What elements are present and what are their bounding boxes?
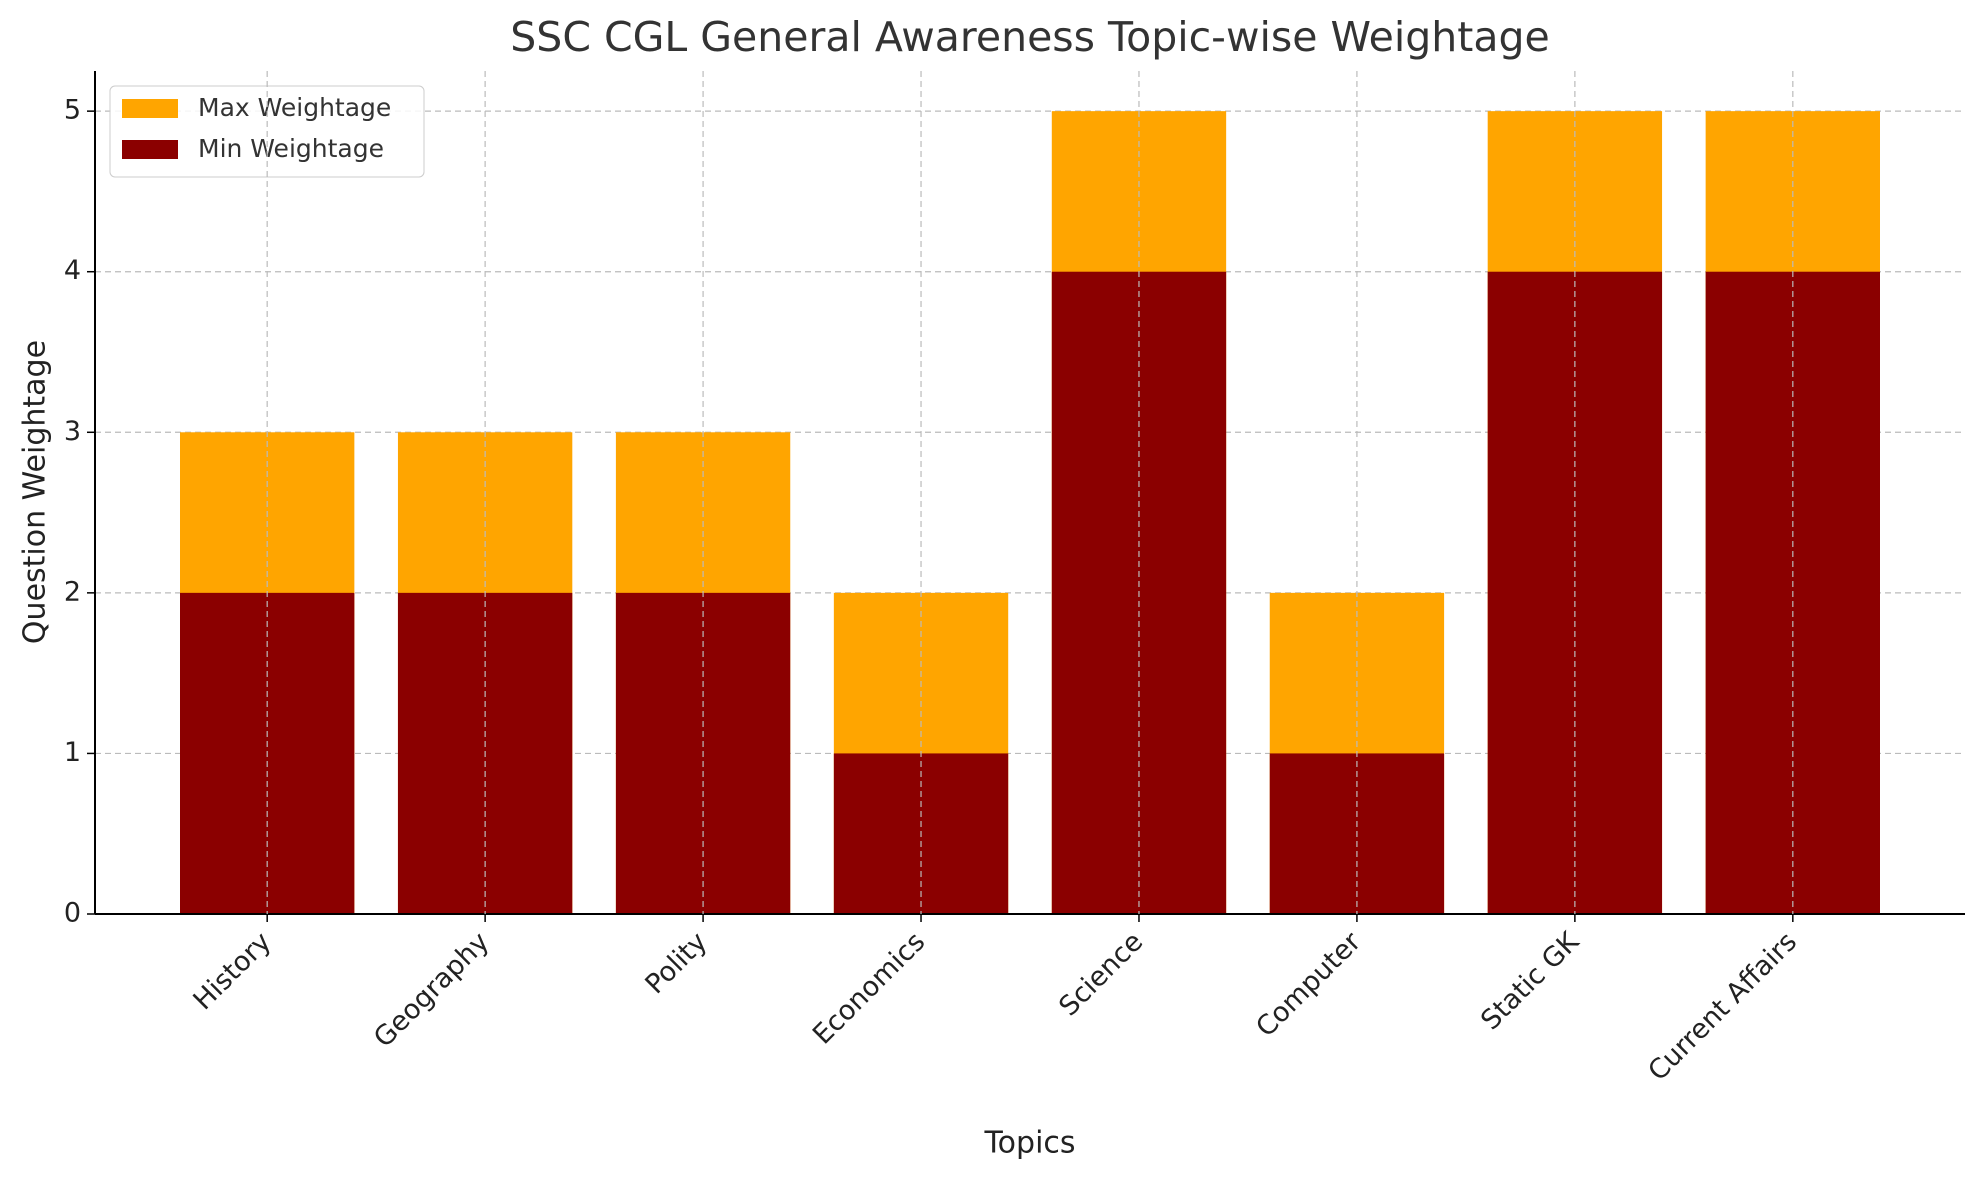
x-tick-label: Polity [640, 926, 714, 1000]
y-tick-label: 2 [64, 576, 81, 607]
y-tick-label: 0 [64, 898, 81, 929]
y-axis-label: Question Weightage [18, 340, 53, 644]
y-tick-label: 3 [64, 416, 81, 447]
legend-swatch [122, 99, 178, 118]
legend-swatch [122, 140, 178, 159]
x-tick-label: Static GK [1475, 925, 1586, 1036]
x-tick-label: History [188, 926, 278, 1016]
y-tick-label: 4 [64, 255, 81, 286]
x-axis-label: Topics [983, 1126, 1075, 1161]
x-tick-label: Science [1053, 926, 1149, 1022]
bars [180, 111, 1880, 914]
y-tick-label: 5 [64, 95, 81, 126]
legend-label: Min Weightage [198, 134, 384, 163]
x-tick-label: Geography [368, 926, 495, 1053]
x-tick-label: Current Affairs [1642, 926, 1803, 1087]
y-tick-label: 1 [64, 737, 81, 768]
grid [95, 110, 1965, 915]
chart-title: SSC CGL General Awareness Topic-wise Wei… [510, 13, 1549, 61]
x-tick-label: Computer [1250, 926, 1367, 1043]
legend-label: Max Weightage [198, 93, 391, 122]
x-tick-label: Economics [807, 926, 931, 1050]
